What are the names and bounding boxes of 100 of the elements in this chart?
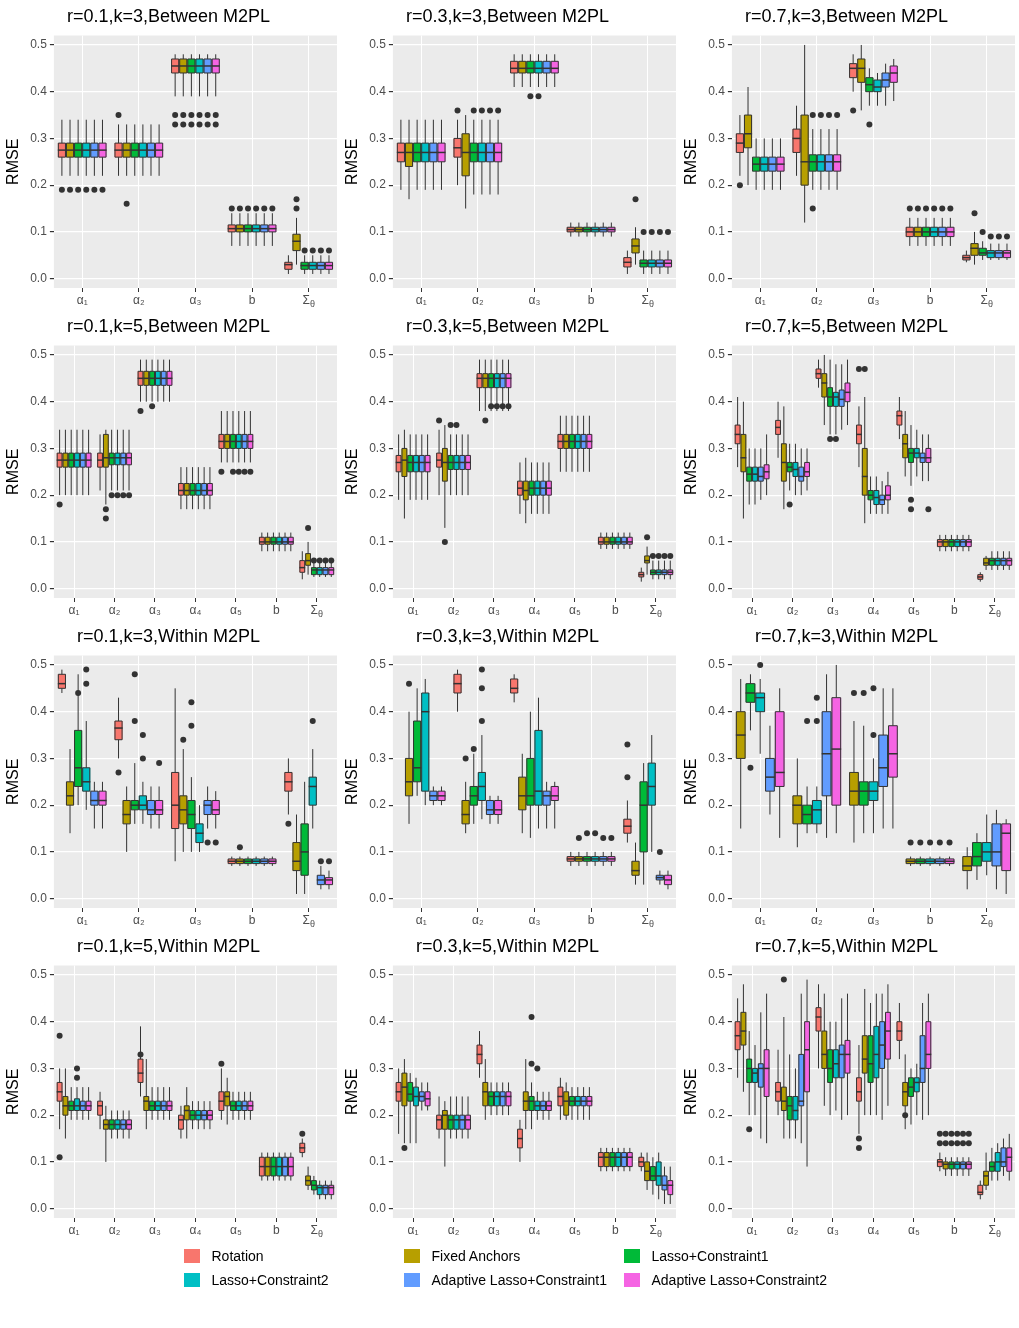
y-tick-label: 0.3 [708,750,726,765]
y-tick-label: 0.0 [30,580,48,595]
x-tick-label: b [272,1223,280,1238]
x-tick-label: α₄ [189,603,202,618]
y-axis-title: RMSE [4,138,22,185]
y-tick-label: 0.3 [708,440,726,455]
y-tick-label: 0.2 [708,177,726,192]
chart-title: r=0.7,k=3,Between M2PL [744,5,949,26]
x-tick-label: α₁ [68,603,80,618]
legend-label: Adaptive Lasso+Constraint1 [431,1272,607,1288]
y-tick-label: 0.0 [369,1200,387,1215]
x-tick-label: α₁ [415,293,427,308]
legend-label: Lasso+Constraint1 [651,1248,769,1264]
x-tick-label: α₅ [908,603,920,618]
chart-title: r=0.3,k=3,Within M2PL [415,625,600,646]
x-tick-label: α₁ [407,603,419,618]
x-tick-label: α₁ [76,293,88,308]
y-tick-label: 0.5 [708,657,726,672]
x-tick-label: α₁ [415,913,427,928]
y-tick-label: 0.3 [369,750,387,765]
x-tick-label: α₁ [746,603,758,618]
x-tick-label: b [248,293,256,308]
y-tick-label: 0.5 [30,347,48,362]
y-tick-label: 0.4 [369,84,387,98]
y-tick-label: 0.3 [30,750,48,765]
y-tick-label: 0.2 [708,487,726,502]
legend-label: Fixed Anchors [431,1248,521,1264]
x-tick-label: α₄ [867,603,880,618]
x-tick-label: α₂ [472,913,484,928]
chart-title: r=0.3,k=5,Within M2PL [415,935,600,956]
y-tick-label: 0.2 [708,1107,726,1122]
y-tick-label: 0.1 [369,1154,387,1169]
y-tick-label: 0.1 [369,224,387,239]
y-axis-title: RMSE [682,138,700,185]
y-tick-label: 0.4 [30,84,48,98]
y-tick-label: 0.4 [30,704,48,718]
x-tick-label: α₂ [108,603,121,618]
y-tick-label: 0.3 [708,1060,726,1075]
x-tick-label: α₁ [754,913,766,928]
y-tick-label: 0.3 [369,440,387,455]
y-tick-label: 0.5 [369,37,387,52]
x-tick-label: α₁ [76,913,88,928]
y-tick-label: 0.2 [369,797,387,812]
x-tick-label: α₁ [746,1223,758,1238]
x-tick-label: α₂ [786,1223,799,1238]
y-tick-label: 0.4 [369,704,387,718]
chart-title: r=0.1,k=5,Within M2PL [76,935,261,956]
x-tick-label: b [611,1223,619,1238]
y-tick-label: 0.4 [369,1014,387,1028]
y-tick-label: 0.0 [30,890,48,905]
y-tick-label: 0.2 [369,1107,387,1122]
y-tick-label: 0.3 [30,1060,48,1075]
y-tick-label: 0.0 [369,580,387,595]
y-tick-label: 0.2 [30,797,48,812]
y-axis-title: RMSE [4,1068,22,1115]
y-axis-title: RMSE [343,758,361,805]
y-axis-title: RMSE [4,448,22,495]
x-tick-label: α₃ [488,603,501,618]
x-tick-label: α₅ [230,603,242,618]
x-tick-label: b [611,603,619,618]
y-tick-label: 0.4 [708,394,726,408]
y-tick-label: 0.1 [708,224,726,239]
y-tick-label: 0.1 [708,534,726,549]
y-axis-title: RMSE [4,758,22,805]
y-tick-label: 0.5 [708,37,726,52]
x-tick-label: α₁ [68,1223,80,1238]
x-tick-label: α₁ [407,1223,419,1238]
y-tick-label: 0.5 [369,657,387,672]
y-tick-label: 0.0 [708,1200,726,1215]
y-tick-label: 0.3 [30,440,48,455]
y-axis-title: RMSE [682,758,700,805]
y-tick-label: 0.1 [30,1154,48,1169]
legend-label: Rotation [211,1248,264,1264]
y-tick-label: 0.5 [708,347,726,362]
x-tick-label: α₃ [867,913,880,928]
chart-title: r=0.1,k=3,Within M2PL [76,625,261,646]
y-tick-label: 0.1 [30,844,48,859]
x-tick-label: α₅ [230,1223,242,1238]
chart-title: r=0.7,k=5,Within M2PL [754,935,939,956]
y-tick-label: 0.0 [708,890,726,905]
x-tick-label: α₄ [528,603,541,618]
legend-label: Lasso+Constraint2 [211,1272,329,1288]
y-tick-label: 0.4 [708,84,726,98]
x-tick-label: α₃ [149,603,162,618]
y-axis-title: RMSE [343,448,361,495]
y-tick-label: 0.4 [30,1014,48,1028]
y-tick-label: 0.5 [369,347,387,362]
y-tick-label: 0.5 [30,657,48,672]
y-axis-title: RMSE [343,1068,361,1115]
x-tick-label: α₂ [472,293,484,308]
y-tick-label: 0.4 [369,394,387,408]
x-tick-label: b [587,293,595,308]
x-tick-label: α₅ [569,1223,581,1238]
x-tick-label: α₁ [754,293,766,308]
y-tick-label: 0.1 [369,534,387,549]
y-tick-label: 0.2 [369,487,387,502]
y-tick-label: 0.0 [30,1200,48,1215]
x-tick-label: α₃ [528,913,541,928]
x-tick-label: α₃ [189,293,202,308]
y-tick-label: 0.3 [30,130,48,145]
